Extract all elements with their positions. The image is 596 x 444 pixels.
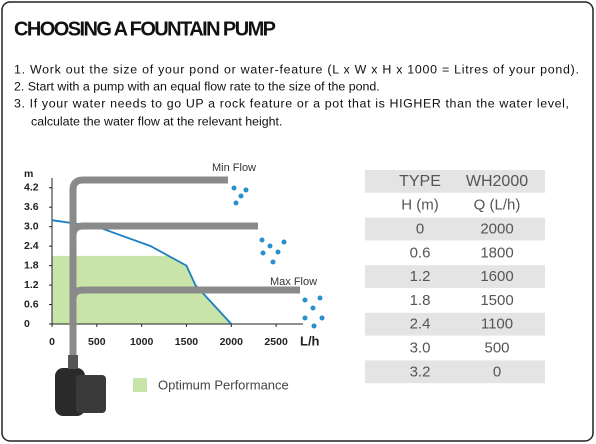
title: CHOOSING A FOUNTAIN PUMP	[14, 18, 276, 40]
table-cell: 3.0	[410, 339, 431, 356]
table-header: TYPE	[399, 173, 441, 190]
x-tick-label: 0	[49, 336, 55, 348]
step: 3. If your water needs to go UP a rock f…	[14, 96, 569, 110]
drop	[243, 187, 249, 193]
table-cell: 1800	[480, 244, 513, 261]
y-tick-label: 1.2	[24, 279, 39, 291]
table-cell: 1100	[481, 316, 513, 333]
y-axis-label: m	[24, 168, 33, 180]
y-tick-label: 0	[24, 318, 30, 330]
table-cell: 0	[416, 220, 424, 237]
y-tick-label: 3.6	[24, 201, 39, 213]
drop	[281, 239, 287, 245]
x-tick-label: 500	[88, 336, 106, 348]
step: calculate the water flow at the relevant…	[31, 114, 282, 128]
pipe	[69, 222, 258, 237]
y-tick-label: 0.6	[24, 298, 39, 310]
annotation: Max Flow	[270, 276, 317, 288]
table-cell: 1600	[480, 268, 513, 285]
table-row-bg	[365, 217, 545, 241]
table-cell: 2000	[480, 220, 513, 237]
drop	[267, 243, 273, 249]
table-row-bg	[365, 360, 545, 384]
pipes	[69, 176, 300, 380]
drop	[260, 250, 266, 256]
table-row-bg	[365, 312, 545, 336]
x-tick-label: 2000	[220, 336, 244, 348]
annotation: Min Flow	[212, 162, 256, 174]
drop	[317, 295, 323, 301]
drop	[259, 237, 265, 243]
drop	[311, 323, 317, 329]
pipe	[69, 286, 300, 301]
drop	[270, 259, 276, 265]
table-cell: 1.2	[410, 268, 431, 285]
table-cell: 0	[493, 363, 501, 380]
drop	[275, 249, 281, 255]
table-cell: 0.6	[410, 244, 431, 261]
drop	[302, 297, 308, 303]
pump-outlet	[68, 355, 78, 369]
table-subheader: H (m)	[401, 197, 439, 214]
drop	[319, 315, 325, 321]
table-row-bg	[365, 265, 545, 288]
pump-body	[76, 375, 106, 413]
drop	[233, 200, 239, 206]
drop	[231, 185, 237, 191]
table-cell: 3.2	[410, 363, 431, 380]
table-cell: 500	[484, 339, 509, 356]
y-tick-label: 3.0	[24, 220, 39, 232]
droplets	[231, 185, 325, 329]
y-tick-label: 4.2	[24, 182, 39, 194]
x-tick-label: 2500	[264, 336, 288, 348]
drop	[238, 193, 244, 199]
table-cell: 1500	[480, 292, 513, 309]
table-cell: 2.4	[410, 316, 431, 333]
x-axis-label: L/h	[300, 333, 320, 348]
pipe	[69, 176, 228, 380]
table-header: WH2000	[466, 173, 528, 190]
table-subheader: Q (L/h)	[474, 197, 521, 214]
y-tick-label: 1.8	[24, 259, 39, 271]
drop	[310, 305, 316, 311]
drop	[302, 315, 308, 321]
step: 1. Work out the size of your pond or wat…	[14, 62, 579, 76]
x-tick-label: 1000	[130, 336, 154, 348]
table-row-bg	[365, 170, 545, 193]
legend-swatch	[133, 378, 147, 392]
pump	[55, 355, 106, 416]
legend-label: Optimum Performance	[158, 377, 289, 392]
table-cell: 1.8	[410, 292, 431, 309]
step: 2. Start with a pump with an equal flow …	[14, 79, 380, 93]
y-tick-label: 2.4	[24, 240, 39, 252]
x-tick-label: 1500	[175, 336, 199, 348]
